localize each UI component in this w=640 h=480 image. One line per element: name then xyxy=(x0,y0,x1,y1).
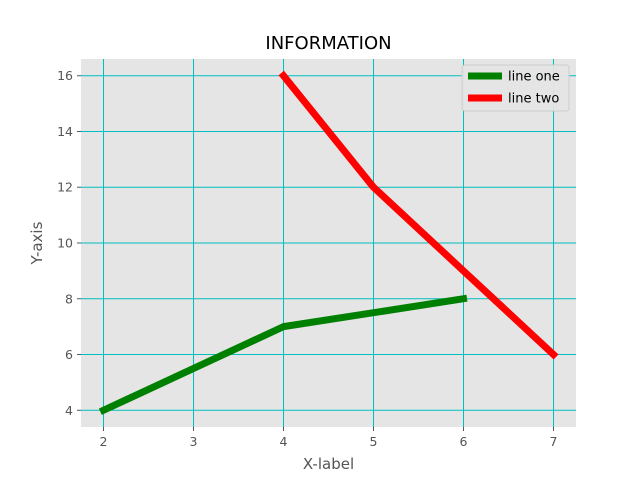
legend-label: line one xyxy=(508,70,560,85)
y-axis-label: Y-axis xyxy=(28,221,46,265)
chart-title: INFORMATION xyxy=(265,33,391,54)
x-tick-label: 3 xyxy=(190,434,198,449)
y-tick-label: 12 xyxy=(57,180,73,195)
y-tick-label: 16 xyxy=(57,68,73,83)
x-tick-label: 7 xyxy=(550,434,558,449)
series-line-2 xyxy=(278,70,559,360)
grid-lines xyxy=(81,59,576,427)
y-tick-label: 14 xyxy=(57,124,73,139)
series-lines xyxy=(98,70,559,415)
series-line-1 xyxy=(98,294,468,415)
y-tick-label: 6 xyxy=(65,347,73,362)
y-tick-label: 8 xyxy=(65,291,73,306)
x-tick-label: 5 xyxy=(370,434,378,449)
x-tick-label: 4 xyxy=(280,434,288,449)
y-tick-label: 4 xyxy=(65,403,73,418)
x-tick-label: 6 xyxy=(460,434,468,449)
y-tick-label: 10 xyxy=(57,236,73,251)
legend: line one line two xyxy=(461,64,570,112)
x-axis-label: X-label xyxy=(303,455,354,473)
x-tick-label: 2 xyxy=(100,434,108,449)
legend-label: line two xyxy=(508,92,559,107)
axis-ticks: 2 3 4 5 6 7 4 6 8 10 12 14 16 xyxy=(57,68,557,449)
